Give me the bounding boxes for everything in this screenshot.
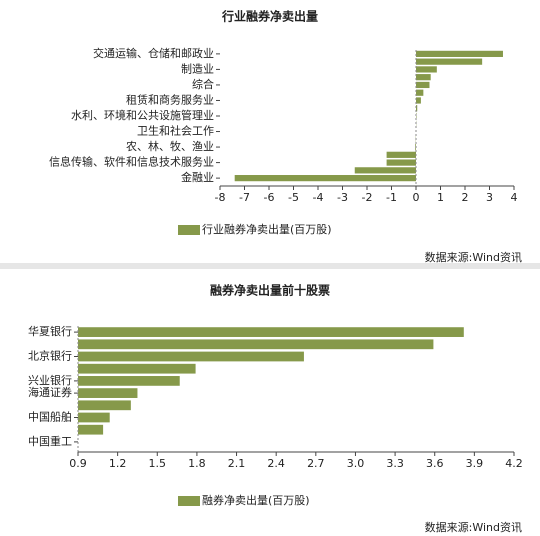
bar: [416, 66, 437, 73]
x-tick-label: 3.6: [426, 457, 444, 470]
bar: [78, 376, 180, 386]
x-tick-label: 2.1: [228, 457, 246, 470]
x-tick-label: 3: [486, 191, 493, 204]
x-tick-label: 1.2: [109, 457, 127, 470]
x-tick-label: 4: [511, 191, 518, 204]
x-tick-label: -8: [215, 191, 226, 204]
bar: [354, 167, 416, 174]
x-tick-label: 1: [437, 191, 444, 204]
bar: [416, 50, 503, 57]
bar: [78, 400, 131, 411]
x-tick-label: 2: [462, 191, 469, 204]
bar: [386, 151, 416, 158]
y-tick-label: 卫生和社会工作: [137, 124, 214, 138]
y-tick-label: 金融业: [181, 170, 214, 184]
x-tick-label: 3.3: [386, 457, 404, 470]
x-tick-label: -4: [313, 191, 324, 204]
y-tick-label: 交通运输、仓储和邮政业: [93, 46, 214, 60]
legend-label: 行业融券净卖出量(百万股): [202, 222, 332, 236]
bar: [78, 388, 138, 398]
source-note: 数据来源:Wind资讯: [425, 520, 522, 534]
y-tick-label: 制造业: [181, 61, 214, 75]
bar: [416, 74, 431, 81]
y-tick-label: 华夏银行: [28, 324, 72, 338]
y-tick-label: 租赁和商务服务业: [126, 92, 214, 106]
chart-title: 行业融券净卖出量: [221, 9, 318, 24]
bar: [78, 424, 104, 435]
bar: [78, 363, 196, 374]
x-tick-label: 2.4: [267, 457, 285, 470]
bar: [416, 58, 483, 65]
bar: [416, 89, 424, 96]
x-tick-label: 1.8: [188, 457, 206, 470]
y-tick-label: 综合: [192, 77, 214, 91]
x-tick-label: -1: [386, 191, 397, 204]
y-tick-label: 兴业银行: [28, 373, 72, 387]
bar: [386, 159, 416, 166]
x-tick-label: -7: [239, 191, 250, 204]
bar: [234, 175, 416, 182]
y-tick-label: 北京银行: [28, 349, 72, 363]
bar: [78, 327, 464, 337]
x-tick-label: 2.7: [307, 457, 325, 470]
legend-swatch: [178, 496, 200, 506]
x-tick-label: 1.5: [149, 457, 167, 470]
bar: [416, 97, 421, 104]
bar: [78, 412, 110, 423]
y-tick-label: 信息传输、软件和信息技术服务业: [49, 155, 214, 169]
x-tick-label: 0: [413, 191, 420, 204]
x-tick-label: 0.9: [69, 457, 87, 470]
y-tick-label: 中国重工: [28, 434, 72, 448]
x-tick-label: 3.0: [347, 457, 365, 470]
legend-swatch: [178, 225, 200, 235]
bar: [416, 105, 418, 112]
bar: [78, 339, 434, 350]
legend-label: 融券净卖出量(百万股): [202, 493, 310, 507]
x-tick-label: -3: [337, 191, 348, 204]
y-tick-label: 海通证券: [28, 385, 72, 399]
x-tick-label: -2: [362, 191, 373, 204]
x-tick-label: -6: [264, 191, 275, 204]
y-tick-label: 农、林、牧、渔业: [126, 139, 214, 153]
x-tick-label: -5: [288, 191, 299, 204]
bar: [78, 351, 304, 362]
x-tick-label: 4.2: [505, 457, 523, 470]
separator: [0, 263, 540, 269]
chart-title: 融券净卖出量前十股票: [210, 283, 330, 298]
y-tick-label: 水利、环境和公共设施管理业: [71, 108, 214, 122]
x-tick-label: 3.9: [466, 457, 484, 470]
bar: [416, 81, 430, 89]
source-note: 数据来源:Wind资讯: [425, 250, 522, 264]
y-tick-label: 中国船舶: [28, 410, 72, 424]
